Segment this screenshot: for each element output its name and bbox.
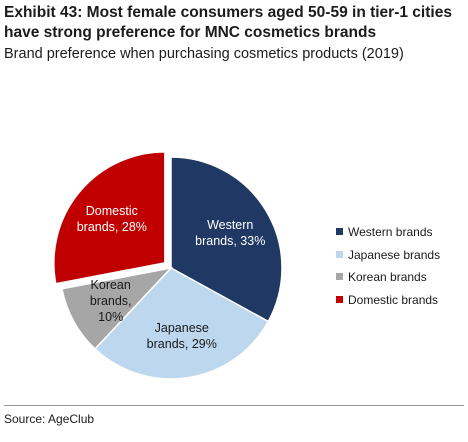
pie-slice-korean-brands [61, 266, 174, 350]
data-label-domestic-brands: Domestic brands, 28% [77, 204, 147, 234]
legend-label: Japanese brands [348, 247, 441, 262]
chart-legend: Western brands Japanese brands Korean bran… [336, 224, 440, 314]
chart-title: Exhibit 43: Most female consumers aged 5… [4, 4, 452, 41]
legend-swatch [336, 228, 343, 235]
pie-slice-domestic-brands [53, 151, 166, 285]
chart-subtitle: Brand preference when purchasing cosmeti… [4, 46, 404, 62]
pie-slice-western-brands [170, 156, 283, 323]
data-label-western-brands: Western brands, 33% [195, 218, 265, 248]
legend-label: Domestic brands [348, 292, 439, 307]
data-label-japanese-brands: Japanese brands, 29% [147, 321, 217, 351]
legend-label: Western brands [348, 225, 433, 239]
legend-label: Korean brands [348, 270, 427, 284]
source-note: Source: AgeClub [4, 412, 95, 426]
legend-item-domestic-brands: Domestic brands [336, 292, 440, 315]
data-label-korean-brands: Korean brands, 10% [90, 278, 132, 324]
footer-divider [4, 405, 464, 406]
legend-item-korean-brands: Korean brands [336, 269, 440, 292]
legend-swatch [336, 295, 343, 303]
legend-swatch [336, 250, 343, 258]
pie-slice-japanese-brands [93, 267, 270, 380]
legend-swatch [336, 273, 343, 280]
legend-item-western-brands: Western brands [336, 224, 440, 247]
legend-item-japanese-brands: Japanese brands [336, 247, 440, 270]
